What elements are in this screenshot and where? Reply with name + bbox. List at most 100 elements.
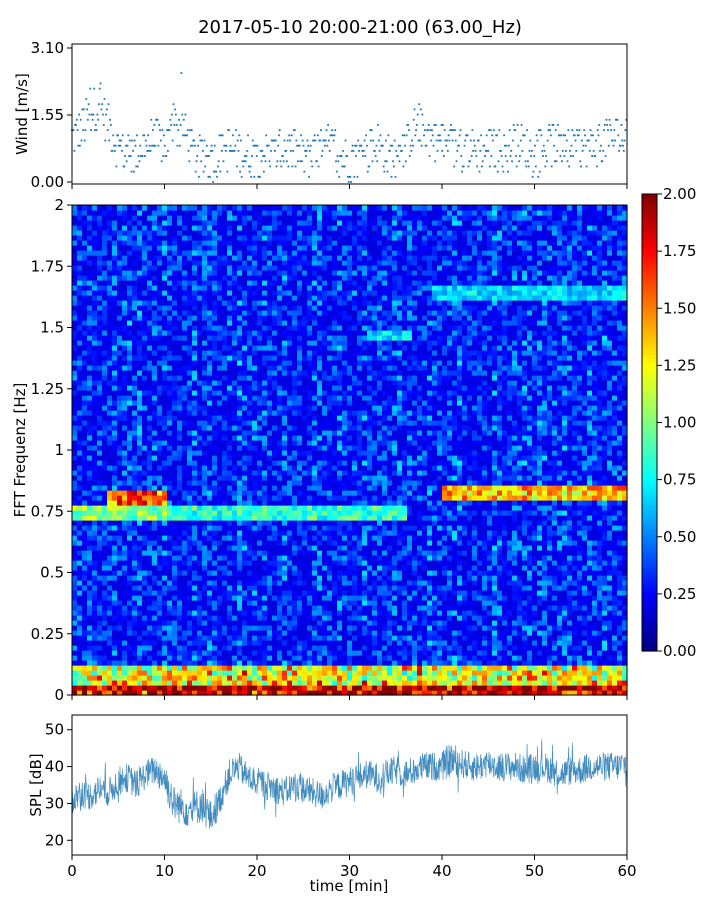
wind-point <box>623 139 626 142</box>
spectrogram-cell <box>182 610 188 616</box>
spectrogram-cell <box>187 675 193 681</box>
wind-point <box>354 155 357 157</box>
spectrogram-cell <box>177 645 183 651</box>
spectrogram-cell <box>192 610 198 616</box>
spectrogram-cell <box>152 620 158 626</box>
spectrogram-cell <box>327 560 333 566</box>
spectrogram-cell <box>187 670 193 676</box>
spectrogram-cell <box>192 550 198 556</box>
spectrogram-cell <box>577 615 583 621</box>
spectrogram-cell <box>367 615 373 621</box>
spectrogram-cell <box>362 685 368 691</box>
spectrogram-cell <box>217 520 223 526</box>
spectrogram-cell <box>287 500 293 506</box>
spectrogram-cell <box>382 635 388 641</box>
spectrogram-cell <box>547 635 553 641</box>
spectrogram-cell <box>152 520 158 526</box>
spectrogram-cell <box>582 535 588 541</box>
spectrogram-cell <box>202 535 208 541</box>
spectrogram-cell <box>427 690 433 696</box>
spectrogram-cell <box>317 575 323 581</box>
wind-point <box>450 124 452 126</box>
spectrogram-cell <box>247 610 253 616</box>
spectrogram-cell <box>532 645 538 651</box>
spectrogram-cell <box>472 565 478 571</box>
spectrogram-cell <box>357 655 363 661</box>
spectrogram-cell <box>622 560 628 566</box>
spectrogram-cell <box>402 595 408 601</box>
spectrogram-cell <box>592 660 598 666</box>
wind-point <box>352 149 355 152</box>
spectrogram-cell <box>462 545 468 551</box>
spectrogram-cell <box>402 670 408 676</box>
wind-point <box>236 139 239 142</box>
spectrogram-cell <box>392 660 398 666</box>
spectrogram-cell <box>567 620 573 626</box>
spectrogram-cell <box>547 535 553 541</box>
spectrogram-cell <box>152 635 158 641</box>
spectrogram-cell <box>292 520 298 526</box>
spectrogram-cell <box>607 560 613 566</box>
spectrogram-cell <box>327 520 333 526</box>
spectrogram-cell <box>277 605 283 611</box>
spectrogram-cell <box>472 540 478 546</box>
spectrogram-cell <box>557 600 563 606</box>
spectrogram-cell <box>112 625 118 631</box>
spectrogram-cell <box>377 590 383 596</box>
spectrogram-cell <box>617 525 623 531</box>
spectrogram-cell <box>222 575 228 581</box>
spectrogram-cell <box>187 625 193 631</box>
spectrogram-cell <box>422 525 428 531</box>
spectrogram-cell <box>432 635 438 641</box>
spectrogram-cell <box>72 505 78 511</box>
spectrogram-cell <box>257 645 263 651</box>
spectrogram-cell <box>137 545 143 551</box>
spectrogram-cell <box>262 525 268 531</box>
spectrogram-cell <box>107 690 113 696</box>
spectrogram-cell <box>492 645 498 651</box>
spectrogram-cell <box>542 655 548 661</box>
spectrogram-cell <box>462 620 468 626</box>
spectrogram-cell <box>197 585 203 591</box>
wind-point <box>383 170 386 173</box>
spectrogram-cell <box>547 690 553 696</box>
spectrogram-cell <box>362 575 368 581</box>
spectrogram-cell <box>472 685 478 691</box>
spectrogram-cell <box>172 670 178 676</box>
spectrogram-cell <box>387 650 393 656</box>
spectrogram-cell <box>587 515 593 521</box>
spectrogram-cell <box>102 535 108 541</box>
wind-point <box>445 144 448 147</box>
spectrogram-cell <box>602 610 608 616</box>
wind-point <box>422 124 425 126</box>
spectrogram-cell <box>137 525 143 531</box>
spectrogram-cell <box>612 570 618 576</box>
spectrogram-cell <box>242 605 248 611</box>
spectrogram-cell <box>147 680 153 686</box>
spectrogram-cell <box>457 685 463 691</box>
spectrogram-cell <box>492 550 498 556</box>
spectrogram-cell <box>247 535 253 541</box>
spectrogram-cell <box>97 520 103 526</box>
wind-point <box>173 124 176 126</box>
spectrogram-cell <box>412 580 418 586</box>
spectrogram-cell <box>137 630 143 636</box>
spectrogram-cell <box>437 600 443 606</box>
wind-point <box>580 139 583 142</box>
spectrogram-cell <box>312 510 318 516</box>
spectrogram-cell <box>402 580 408 586</box>
spectrogram-cell <box>287 665 293 671</box>
spectrogram-cell <box>237 630 243 636</box>
spectrogram-cell <box>97 560 103 566</box>
wind-point <box>382 165 385 168</box>
spectrogram-cell <box>92 630 98 636</box>
spectrogram-cell <box>387 665 393 671</box>
spectrogram-cell <box>222 535 228 541</box>
spectrogram-cell <box>447 535 453 541</box>
spectrogram-cell <box>182 645 188 651</box>
spectrogram-cell <box>567 525 573 531</box>
spectrogram-cell <box>347 500 353 506</box>
spectrogram-cell <box>537 540 543 546</box>
spectrogram-cell <box>287 670 293 676</box>
